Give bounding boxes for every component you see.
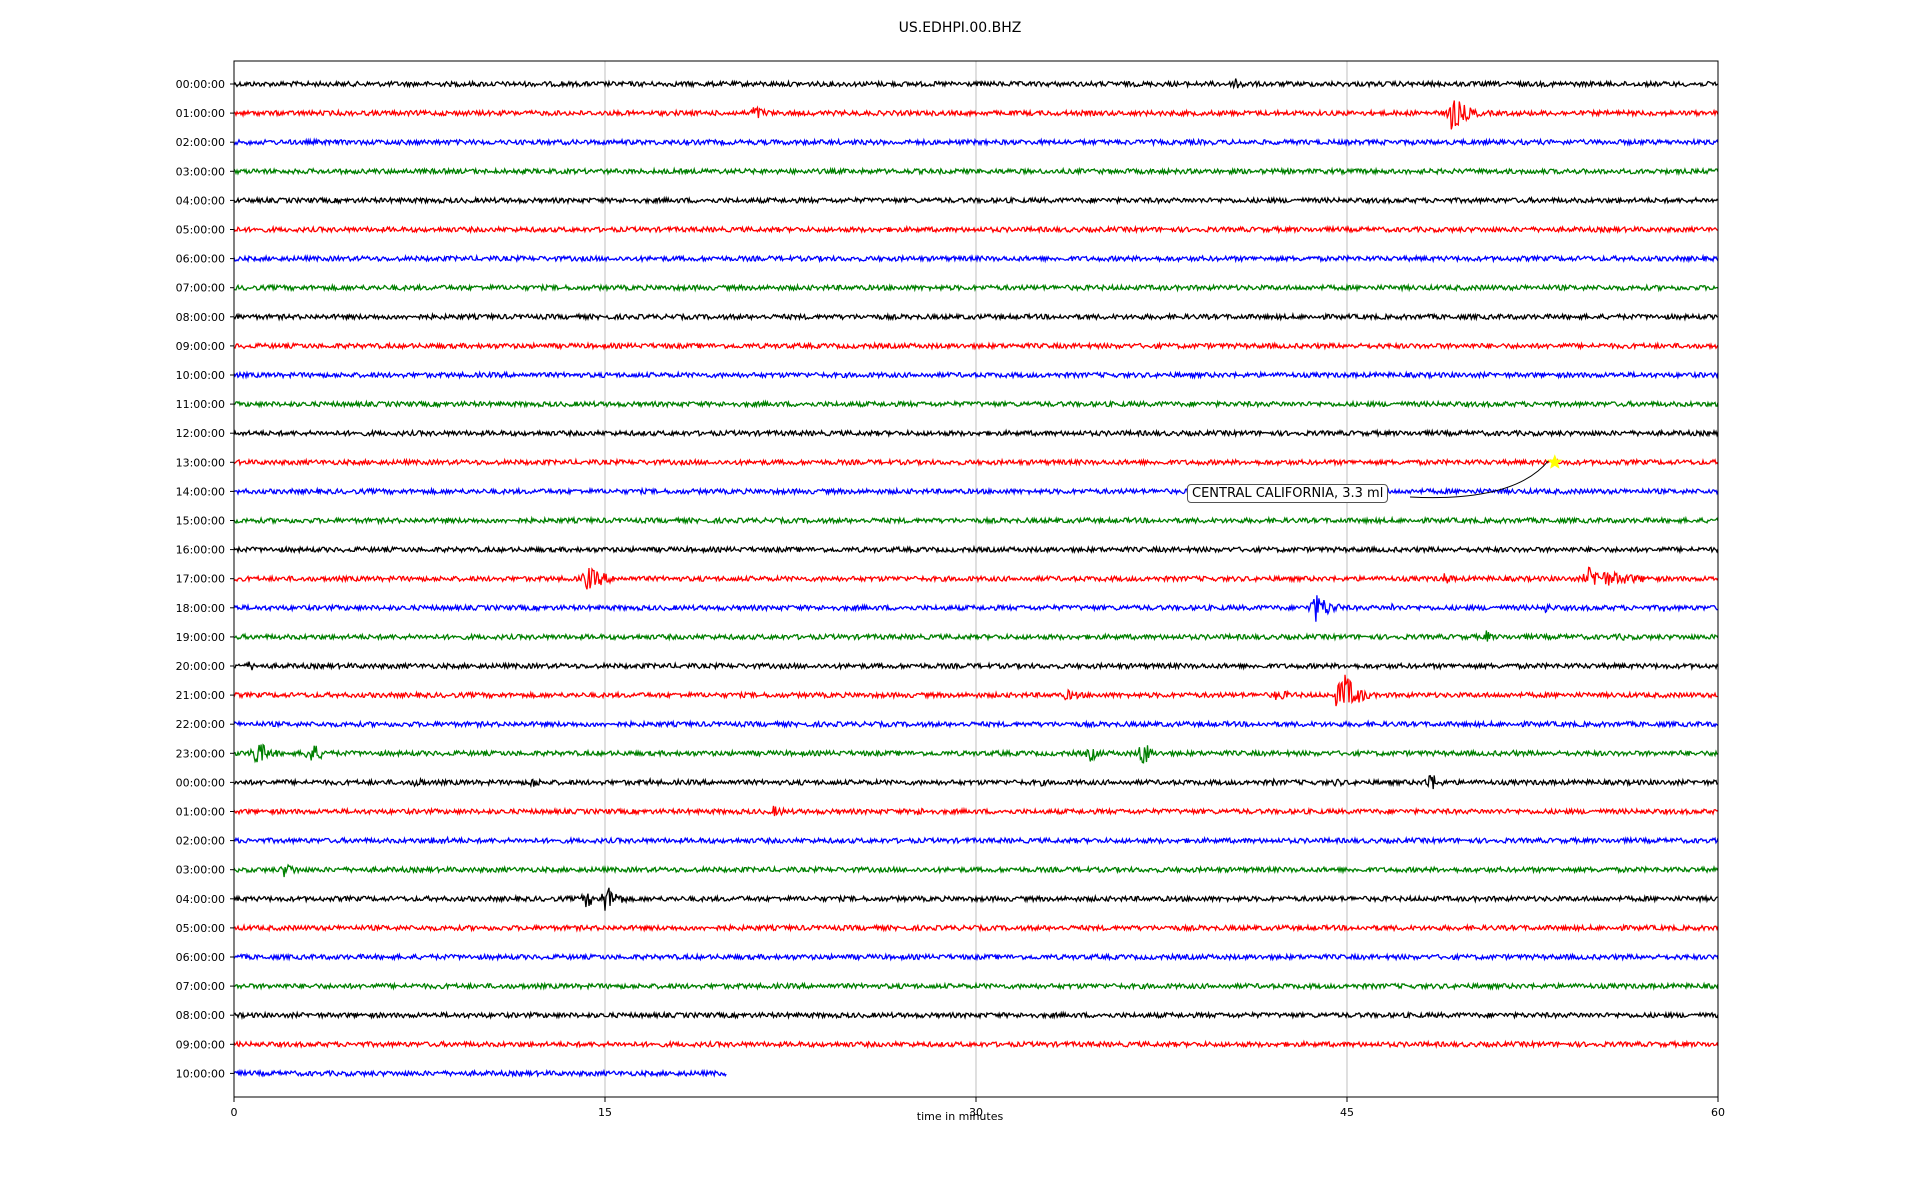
y-tick-label: 07:00:00	[176, 282, 225, 295]
seismic-trace	[233, 341, 1719, 351]
y-tick-label: 10:00:00	[176, 1067, 225, 1080]
seismic-trace	[233, 282, 1719, 293]
y-tick-label: 05:00:00	[176, 922, 225, 935]
y-tick-label: 15:00:00	[176, 515, 225, 528]
seismic-trace	[233, 253, 1719, 264]
trace-group	[233, 78, 1719, 1079]
y-tick-label: 06:00:00	[176, 253, 225, 266]
seismic-trace	[233, 399, 1719, 409]
y-tick-label: 08:00:00	[176, 311, 225, 324]
y-tick-labels: 00:00:00 01:00:00 02:00:00 03:00:00 04:00:00…	[176, 78, 234, 1080]
y-tick-label: 13:00:00	[176, 456, 225, 469]
y-tick-label: 05:00:00	[176, 224, 225, 237]
seismic-trace	[233, 515, 1719, 526]
y-tick-label: 09:00:00	[176, 1038, 225, 1051]
y-tick-label: 09:00:00	[176, 340, 225, 353]
chart-title: US.EDHPI.00.BHZ	[898, 20, 1022, 36]
seismic-trace	[233, 544, 1719, 555]
y-tick-label: 07:00:00	[176, 980, 225, 993]
y-tick-label: 02:00:00	[176, 136, 225, 149]
y-tick-label: 16:00:00	[176, 544, 225, 557]
seismic-trace	[233, 486, 1719, 497]
seismic-trace	[233, 835, 1719, 846]
seismic-trace	[233, 428, 1719, 438]
y-tick-label: 18:00:00	[176, 602, 225, 615]
seismic-trace	[233, 166, 1719, 177]
y-tick-label: 21:00:00	[176, 689, 225, 702]
seismic-trace	[233, 457, 1719, 468]
y-tick-label: 01:00:00	[176, 806, 225, 819]
x-tick-label: 60	[1711, 1106, 1725, 1119]
y-tick-label: 04:00:00	[176, 893, 225, 906]
seismic-trace	[233, 137, 1719, 148]
x-tick-label: 45	[1340, 1106, 1354, 1119]
seismic-trace	[233, 1068, 727, 1079]
y-tick-label: 02:00:00	[176, 835, 225, 848]
y-tick-label: 01:00:00	[176, 107, 225, 120]
y-tick-label: 17:00:00	[176, 573, 225, 586]
seismic-trace	[233, 370, 1719, 380]
x-tick-label: 0	[231, 1106, 238, 1119]
seismic-trace	[233, 224, 1719, 235]
x-axis-label: time in minutes	[916, 1110, 1004, 1123]
seismic-trace	[233, 863, 1719, 878]
seismic-trace	[233, 566, 1719, 590]
seismic-trace	[233, 100, 1719, 130]
y-tick-label: 04:00:00	[176, 194, 225, 207]
y-tick-label: 00:00:00	[176, 78, 225, 91]
x-tick-labels: 0 15 30 45 60	[231, 1097, 1725, 1119]
seismic-trace	[233, 311, 1718, 322]
y-tick-label: 11:00:00	[176, 398, 225, 411]
y-tick-label: 23:00:00	[176, 747, 225, 760]
seismic-trace	[233, 1010, 1719, 1021]
y-tick-label: 12:00:00	[176, 427, 225, 440]
y-tick-label: 22:00:00	[176, 718, 225, 731]
seismic-trace	[233, 774, 1719, 790]
seismic-trace	[233, 719, 1719, 730]
seismic-trace	[233, 805, 1719, 817]
seismic-trace	[233, 661, 1719, 671]
y-tick-label: 08:00:00	[176, 1009, 225, 1022]
seismic-trace	[233, 1039, 1719, 1050]
seismic-trace	[233, 922, 1719, 933]
event-annotation	[1409, 454, 1563, 499]
annotation-arrow	[1409, 459, 1550, 499]
y-tick-label: 03:00:00	[176, 864, 225, 877]
y-tick-label: 19:00:00	[176, 631, 225, 644]
seismic-trace	[233, 595, 1719, 622]
seismic-trace	[233, 630, 1719, 642]
event-annotation-label: CENTRAL CALIFORNIA, 3.3 ml	[1187, 484, 1389, 503]
x-tick-label: 15	[598, 1106, 612, 1119]
y-tick-label: 20:00:00	[176, 660, 225, 673]
seismic-trace	[233, 981, 1719, 991]
seismic-trace	[233, 887, 1718, 911]
y-tick-label: 06:00:00	[176, 951, 225, 964]
seismic-trace	[233, 952, 1719, 962]
seismic-trace	[233, 674, 1719, 707]
event-star-marker	[1547, 454, 1563, 469]
y-tick-label: 00:00:00	[176, 776, 225, 789]
seismic-trace	[233, 743, 1719, 764]
y-tick-label: 10:00:00	[176, 369, 225, 382]
x-tick-label: 30	[969, 1106, 983, 1119]
y-tick-label: 03:00:00	[176, 165, 225, 178]
seismic-trace	[233, 195, 1719, 206]
y-tick-label: 14:00:00	[176, 485, 225, 498]
seismic-trace	[233, 78, 1719, 90]
